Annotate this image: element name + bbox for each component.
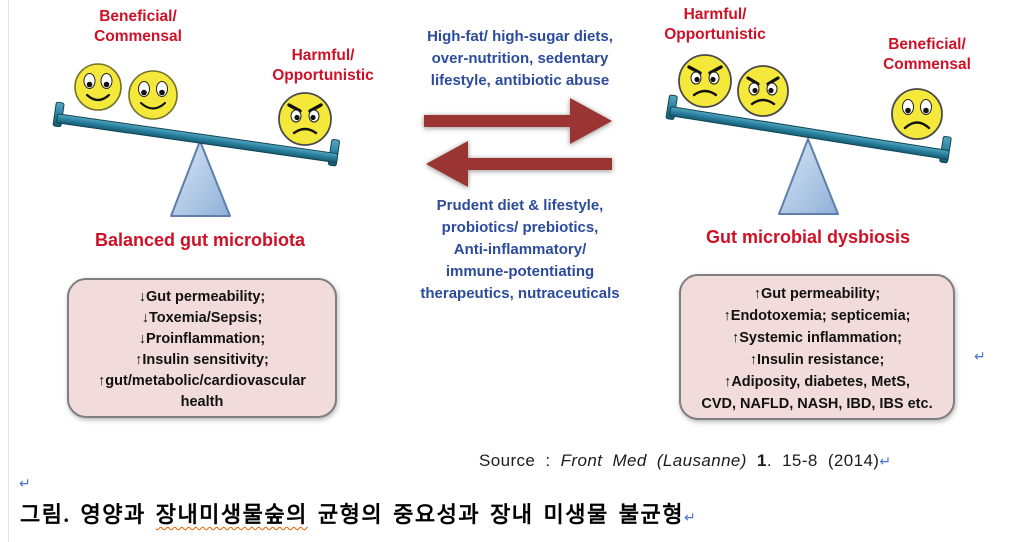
- box-line: ↑Endotoxemia; septicemia;: [723, 308, 911, 324]
- left-beneficial-label: Beneficial/ Commensal: [94, 8, 182, 45]
- volume-number: 1: [746, 451, 767, 470]
- source-citation: Source : Front Med (Lausanne) 1. 15-8 (2…: [479, 451, 891, 471]
- imbalance-drivers-text: High-fat/ high-sugar diets, over-nutriti…: [427, 28, 613, 89]
- angry-face-icon: [737, 65, 789, 117]
- box-line: ↓Proinflammation;: [138, 331, 266, 347]
- pages-year: . 15-8 (2014): [766, 451, 880, 470]
- box-line: ↑gut/metabolic/cardiovascular: [98, 373, 306, 389]
- angry-face-icon: [278, 92, 332, 146]
- right-harmful-label: Harmful/ Opportunistic: [664, 6, 766, 43]
- figure-caption-korean: 그림. 영양과 장내미생물숲의 균형의 중요성과 장내 미생물 불균형↵: [20, 497, 696, 529]
- box-line: ↑Insulin sensitivity;: [135, 352, 269, 368]
- paragraph-return-icon: ↵: [974, 349, 986, 365]
- left-arrow-icon: [426, 141, 612, 187]
- box-line: CVD, NAFLD, NASH, IBD, IBS etc.: [701, 396, 933, 412]
- fulcrum-triangle: [170, 140, 231, 217]
- restoration-measures-text: Prudent diet & lifestyle, probiotics/ pr…: [420, 197, 620, 302]
- sad-face-icon: [891, 88, 943, 140]
- journal-name: Front Med (Lausanne): [560, 451, 747, 470]
- box-line: ↑Gut permeability;: [753, 286, 881, 302]
- happy-face-icon: [74, 63, 122, 111]
- box-line: health: [180, 394, 224, 410]
- paragraph-return-icon: ↵: [879, 454, 892, 470]
- source-prefix: Source :: [479, 451, 561, 470]
- paragraph-return-icon: ↵: [19, 476, 31, 492]
- dysbiosis-caption: Gut microbial dysbiosis: [705, 227, 911, 247]
- balanced-effects-box: ↓Gut permeability; ↓Toxemia/Sepsis; ↓Proin…: [67, 278, 337, 418]
- box-line: ↑Adiposity, diabetes, MetS,: [724, 374, 910, 390]
- caption-spellcheck-word: 장내미생물숲의: [155, 502, 308, 527]
- fulcrum-triangle: [778, 138, 839, 215]
- balanced-microbiota-caption: Balanced gut microbiota: [94, 230, 306, 250]
- left-harmful-label: Harmful/ Opportunistic: [272, 47, 374, 84]
- seesaw-beam: [52, 101, 341, 167]
- exchange-arrows: [424, 98, 612, 187]
- box-line: ↓Gut permeability;: [138, 289, 266, 305]
- box-line: ↑Insulin resistance;: [749, 352, 885, 368]
- balanced-scale-diagram: [52, 63, 341, 217]
- box-line: ↓Toxemia/Sepsis;: [141, 310, 263, 326]
- right-arrow-icon: [424, 98, 612, 144]
- seesaw-beam: [665, 94, 952, 164]
- caption-prefix: 그림. 영양과: [20, 502, 156, 527]
- right-beneficial-label: Beneficial/ Commensal: [883, 36, 971, 73]
- page-margin-guide-line: [8, 0, 9, 542]
- gut-microbiota-balance-figure: [52, 54, 952, 217]
- dysbiosis-scale-diagram: [665, 54, 952, 215]
- caption-suffix: 균형의 중요성과 장내 미생물 불균형: [307, 502, 684, 527]
- paragraph-return-icon: ↵: [684, 510, 696, 526]
- dysbiosis-effects-box: ↑Gut permeability; ↑Endotoxemia; septicem…: [679, 274, 955, 420]
- angry-face-icon: [678, 54, 732, 108]
- happy-face-icon: [128, 70, 178, 120]
- box-line: ↑Systemic inflammation;: [731, 330, 902, 346]
